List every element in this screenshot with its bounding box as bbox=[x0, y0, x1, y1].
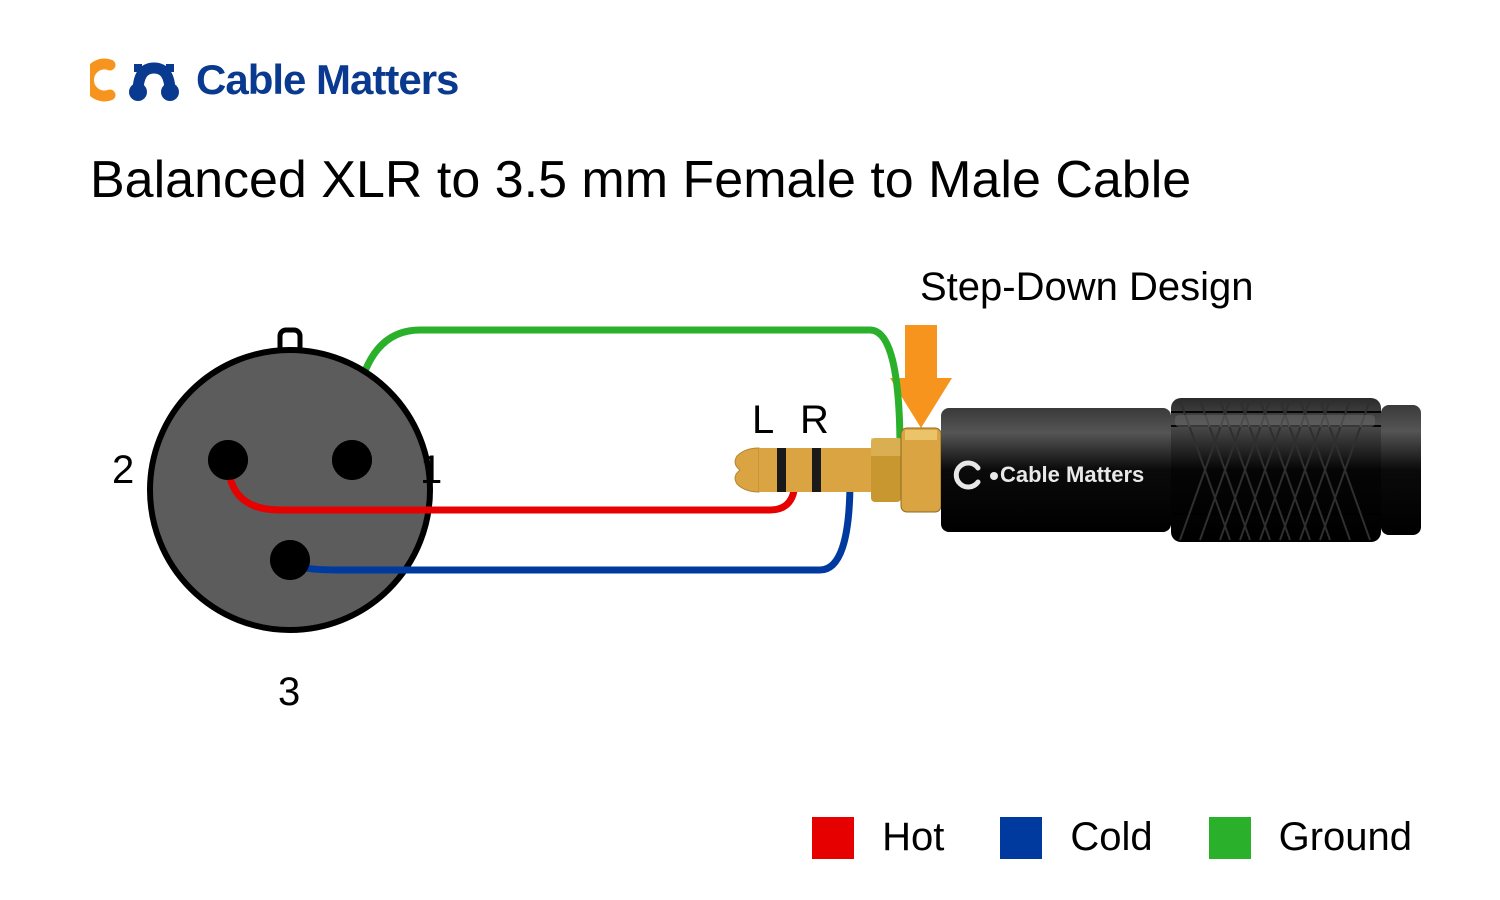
xlr-connector bbox=[150, 330, 430, 630]
pin-label-2: 2 bbox=[112, 448, 134, 493]
legend-label-ground: Ground bbox=[1279, 815, 1412, 860]
legend-swatch-hot bbox=[812, 817, 854, 859]
legend-swatch-cold bbox=[1000, 817, 1042, 859]
pin-label-3: 3 bbox=[278, 670, 300, 715]
diagram-title: Balanced XLR to 3.5 mm Female to Male Ca… bbox=[90, 150, 1191, 210]
barrel-branding: Cable Matters bbox=[1000, 462, 1144, 487]
trs-r-label: R bbox=[800, 398, 829, 443]
legend-label-cold: Cold bbox=[1070, 815, 1152, 860]
pin-label-1: 1 bbox=[420, 448, 442, 493]
legend: Hot Cold Ground bbox=[812, 815, 1440, 860]
logo-icon bbox=[90, 50, 190, 110]
legend-swatch-ground bbox=[1209, 817, 1251, 859]
trs-plug: Cable Matters bbox=[735, 398, 1421, 542]
stepdown-callout: Step-Down Design bbox=[920, 265, 1254, 310]
trs-l-label: L bbox=[752, 398, 774, 443]
diagram-svg: Cable Matters bbox=[0, 270, 1500, 830]
legend-label-hot: Hot bbox=[882, 815, 944, 860]
wiring-diagram: Step-Down Design bbox=[0, 270, 1500, 830]
brand-name: Cable Matters bbox=[196, 56, 458, 104]
brand-logo: Cable Matters bbox=[90, 50, 458, 110]
